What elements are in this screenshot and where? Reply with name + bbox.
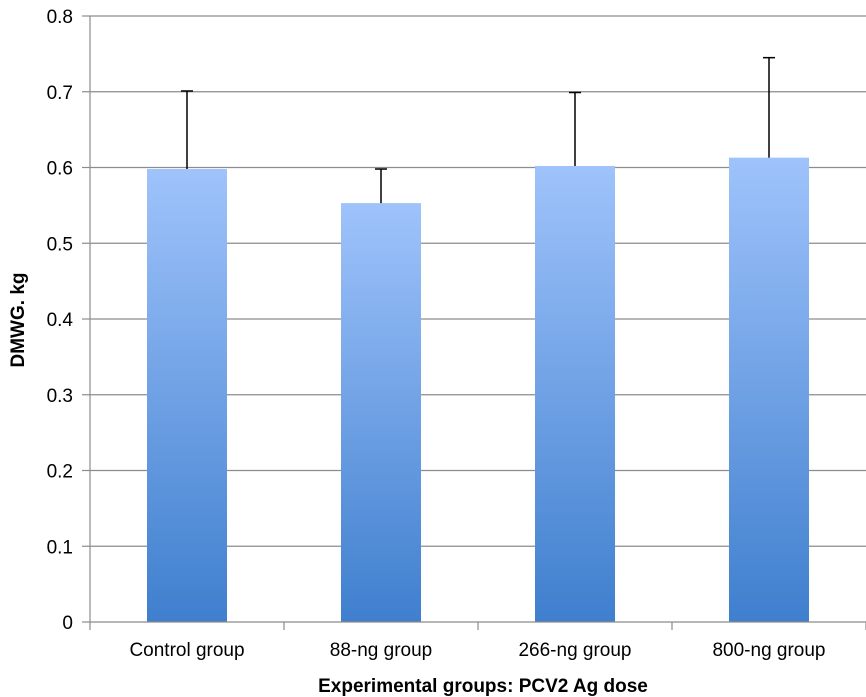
y-tick-label: 0.1 [47, 537, 73, 558]
x-axis-title: Experimental groups: PCV2 Ag dose [318, 676, 648, 697]
y-tick-label: 0.3 [47, 386, 73, 407]
bar [341, 203, 421, 623]
y-axis-title: DMWG. kg [8, 273, 29, 368]
y-tick-label: 0.7 [47, 83, 73, 104]
y-tick-label: 0.6 [47, 159, 73, 180]
x-tick-label: 800-ng group [712, 640, 825, 661]
bar [729, 157, 809, 622]
y-tick-label: 0.5 [47, 234, 73, 255]
bars [147, 157, 809, 623]
y-tick-label: 0.8 [47, 7, 73, 28]
x-tick-label: 266-ng group [518, 640, 631, 661]
x-tick-label: 88-ng group [330, 640, 432, 661]
y-tick-label: 0.2 [47, 462, 73, 483]
y-tick-label: 0 [62, 613, 73, 634]
x-tick-label: Control group [129, 640, 244, 661]
error-bars [181, 56, 775, 204]
axes [82, 15, 866, 630]
y-tick-label: 0.4 [47, 310, 74, 331]
bar [535, 165, 615, 623]
bar [147, 169, 227, 622]
tick-labels: 0 0.1 0.2 0.3 0.4 0.5 0.6 0.7 0.8 Control group 88… [47, 7, 826, 661]
